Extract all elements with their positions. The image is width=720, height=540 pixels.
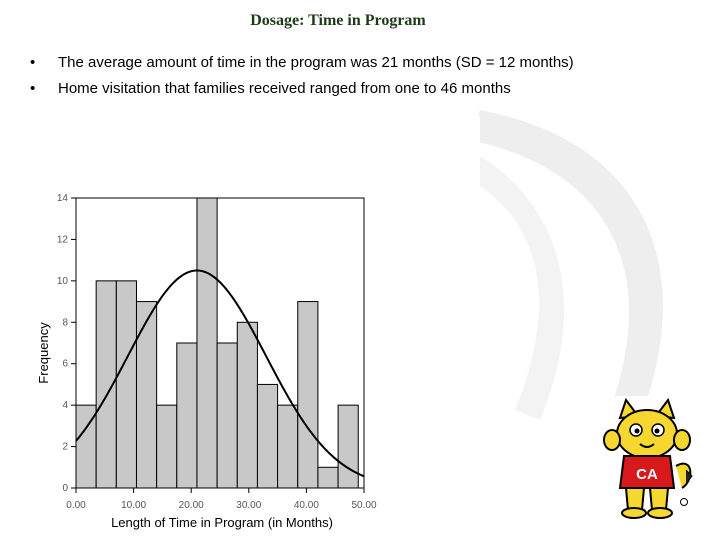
histogram-bar: [256, 383, 279, 489]
y-tick-label: 10: [57, 276, 69, 287]
y-tick-label: 2: [62, 442, 68, 453]
bullet-text: The average amount of time in the progra…: [58, 54, 574, 71]
y-tick-label: 12: [57, 234, 69, 245]
y-axis-title: Frequency: [36, 322, 51, 384]
histogram-bar: [236, 321, 258, 489]
y-tick-label: 0: [62, 483, 68, 494]
slide-title: Dosage: Time in Program: [250, 12, 426, 29]
y-tick-label: 6: [62, 359, 68, 370]
y-tick-label: 14: [57, 193, 69, 204]
logo-text: CA: [636, 466, 658, 483]
bullet-dot: •: [30, 80, 36, 97]
histogram-chart: 0 2 4 6 8 10 12 14 0.00 10.00 20.00 30.00 40.00 50.00…: [36, 193, 377, 530]
x-tick-label: 0.00: [66, 500, 86, 511]
x-tick-label: 40.00: [294, 500, 319, 511]
histogram-bar: [317, 466, 339, 489]
histogram-bar: [337, 404, 359, 489]
y-tick-label: 8: [62, 317, 68, 328]
x-tick-label: 10.00: [121, 500, 146, 511]
bullet-text: Home visitation that families received r…: [58, 80, 511, 97]
bullet-dot: •: [30, 54, 36, 71]
histogram-bar: [196, 197, 218, 489]
histogram-bar: [135, 301, 158, 489]
x-tick-label: 20.00: [179, 500, 204, 511]
chart-panel: 0 2 4 6 8 10 12 14 0.00 10.00 20.00 30.00 40.00 50.00…: [28, 116, 480, 540]
y-tick-label: 4: [62, 400, 68, 411]
x-axis-title: Length of Time in Program (in Months): [111, 515, 333, 530]
histogram-bar: [176, 342, 198, 489]
histogram-bar: [216, 342, 238, 489]
cat-mascot-icon: CA: [598, 396, 696, 520]
histogram-bar: [297, 301, 319, 489]
histogram-bar: [115, 280, 137, 489]
normal-curve-line: [75, 269, 365, 478]
x-tick-label: 30.00: [236, 500, 261, 511]
histogram-bar: [156, 404, 178, 489]
histogram-bar: [277, 404, 299, 489]
x-tick-label: 50.00: [351, 500, 376, 511]
